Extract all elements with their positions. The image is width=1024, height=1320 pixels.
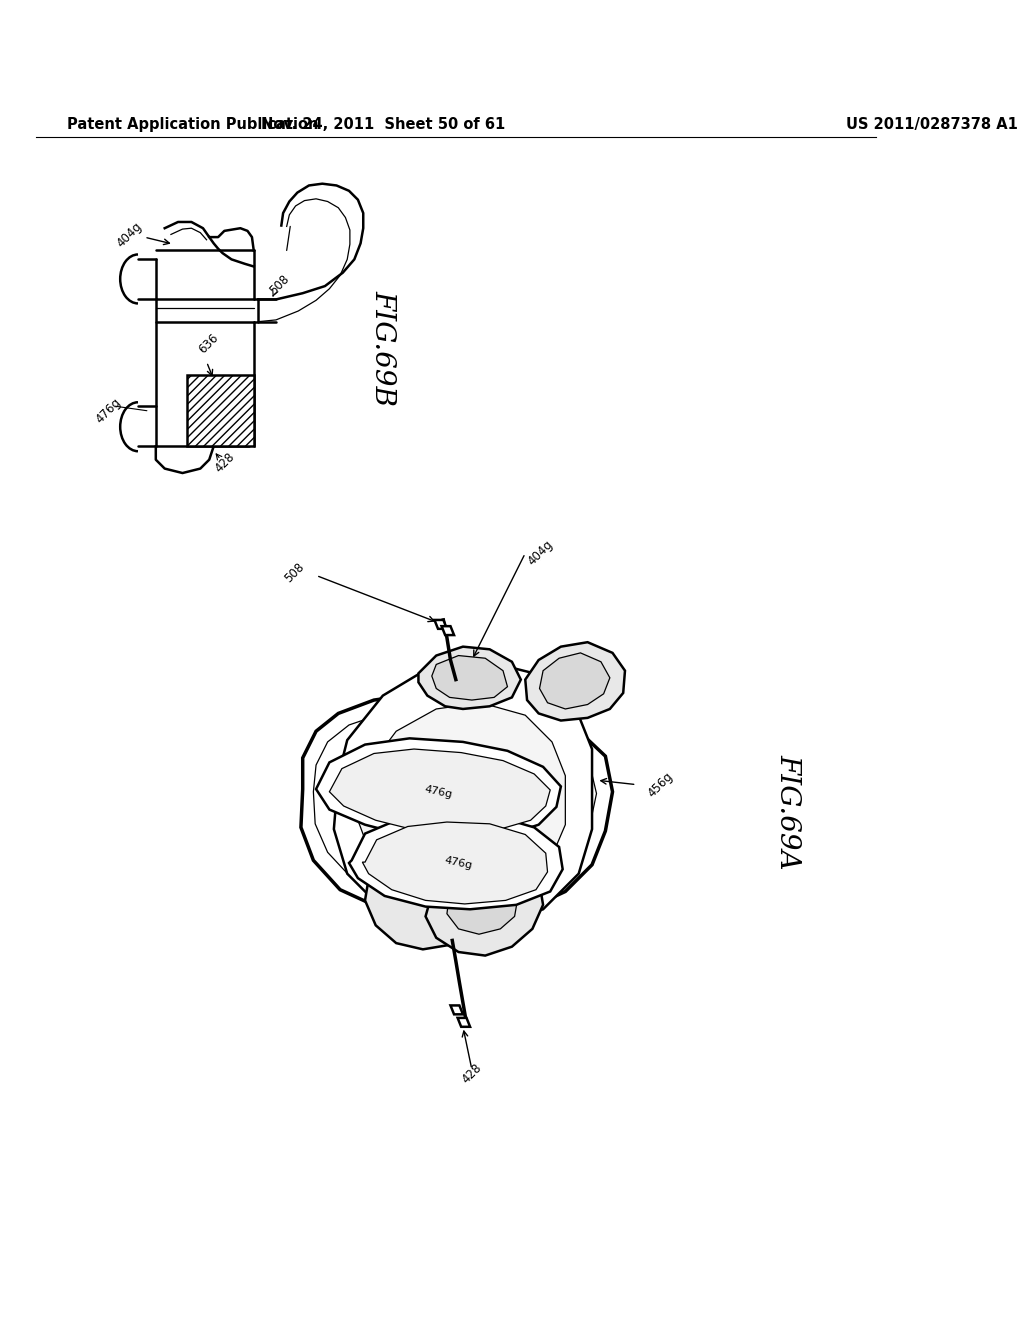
Text: 476g: 476g — [443, 855, 473, 871]
Polygon shape — [334, 660, 592, 927]
Polygon shape — [349, 813, 562, 909]
Polygon shape — [434, 620, 446, 628]
Polygon shape — [441, 626, 454, 635]
Polygon shape — [540, 653, 610, 709]
Polygon shape — [187, 375, 254, 446]
Polygon shape — [156, 259, 254, 446]
Text: FIG.69A: FIG.69A — [774, 754, 802, 869]
Polygon shape — [451, 1006, 463, 1014]
Polygon shape — [362, 822, 548, 904]
Polygon shape — [525, 643, 625, 721]
Polygon shape — [432, 656, 508, 700]
Text: Nov. 24, 2011  Sheet 50 of 61: Nov. 24, 2011 Sheet 50 of 61 — [261, 116, 505, 132]
Polygon shape — [316, 738, 561, 840]
Text: Patent Application Publication: Patent Application Publication — [67, 116, 318, 132]
Polygon shape — [426, 861, 543, 956]
Text: 476g: 476g — [423, 784, 453, 800]
Polygon shape — [358, 702, 565, 891]
Text: FIG.69B: FIG.69B — [370, 290, 396, 407]
Polygon shape — [330, 748, 550, 834]
Polygon shape — [458, 1018, 470, 1027]
Polygon shape — [419, 647, 521, 709]
Polygon shape — [365, 851, 480, 949]
Text: 404g: 404g — [525, 539, 556, 569]
Text: 508: 508 — [267, 272, 292, 297]
Text: 476g: 476g — [93, 396, 124, 426]
Text: 428: 428 — [460, 1061, 484, 1086]
Text: 636: 636 — [196, 331, 221, 356]
Text: 456g: 456g — [645, 770, 676, 800]
Text: 404g: 404g — [114, 219, 144, 249]
Text: 428: 428 — [212, 450, 237, 475]
Text: US 2011/0287378 A1: US 2011/0287378 A1 — [846, 116, 1018, 132]
Text: 508: 508 — [283, 560, 307, 585]
Polygon shape — [446, 875, 518, 935]
